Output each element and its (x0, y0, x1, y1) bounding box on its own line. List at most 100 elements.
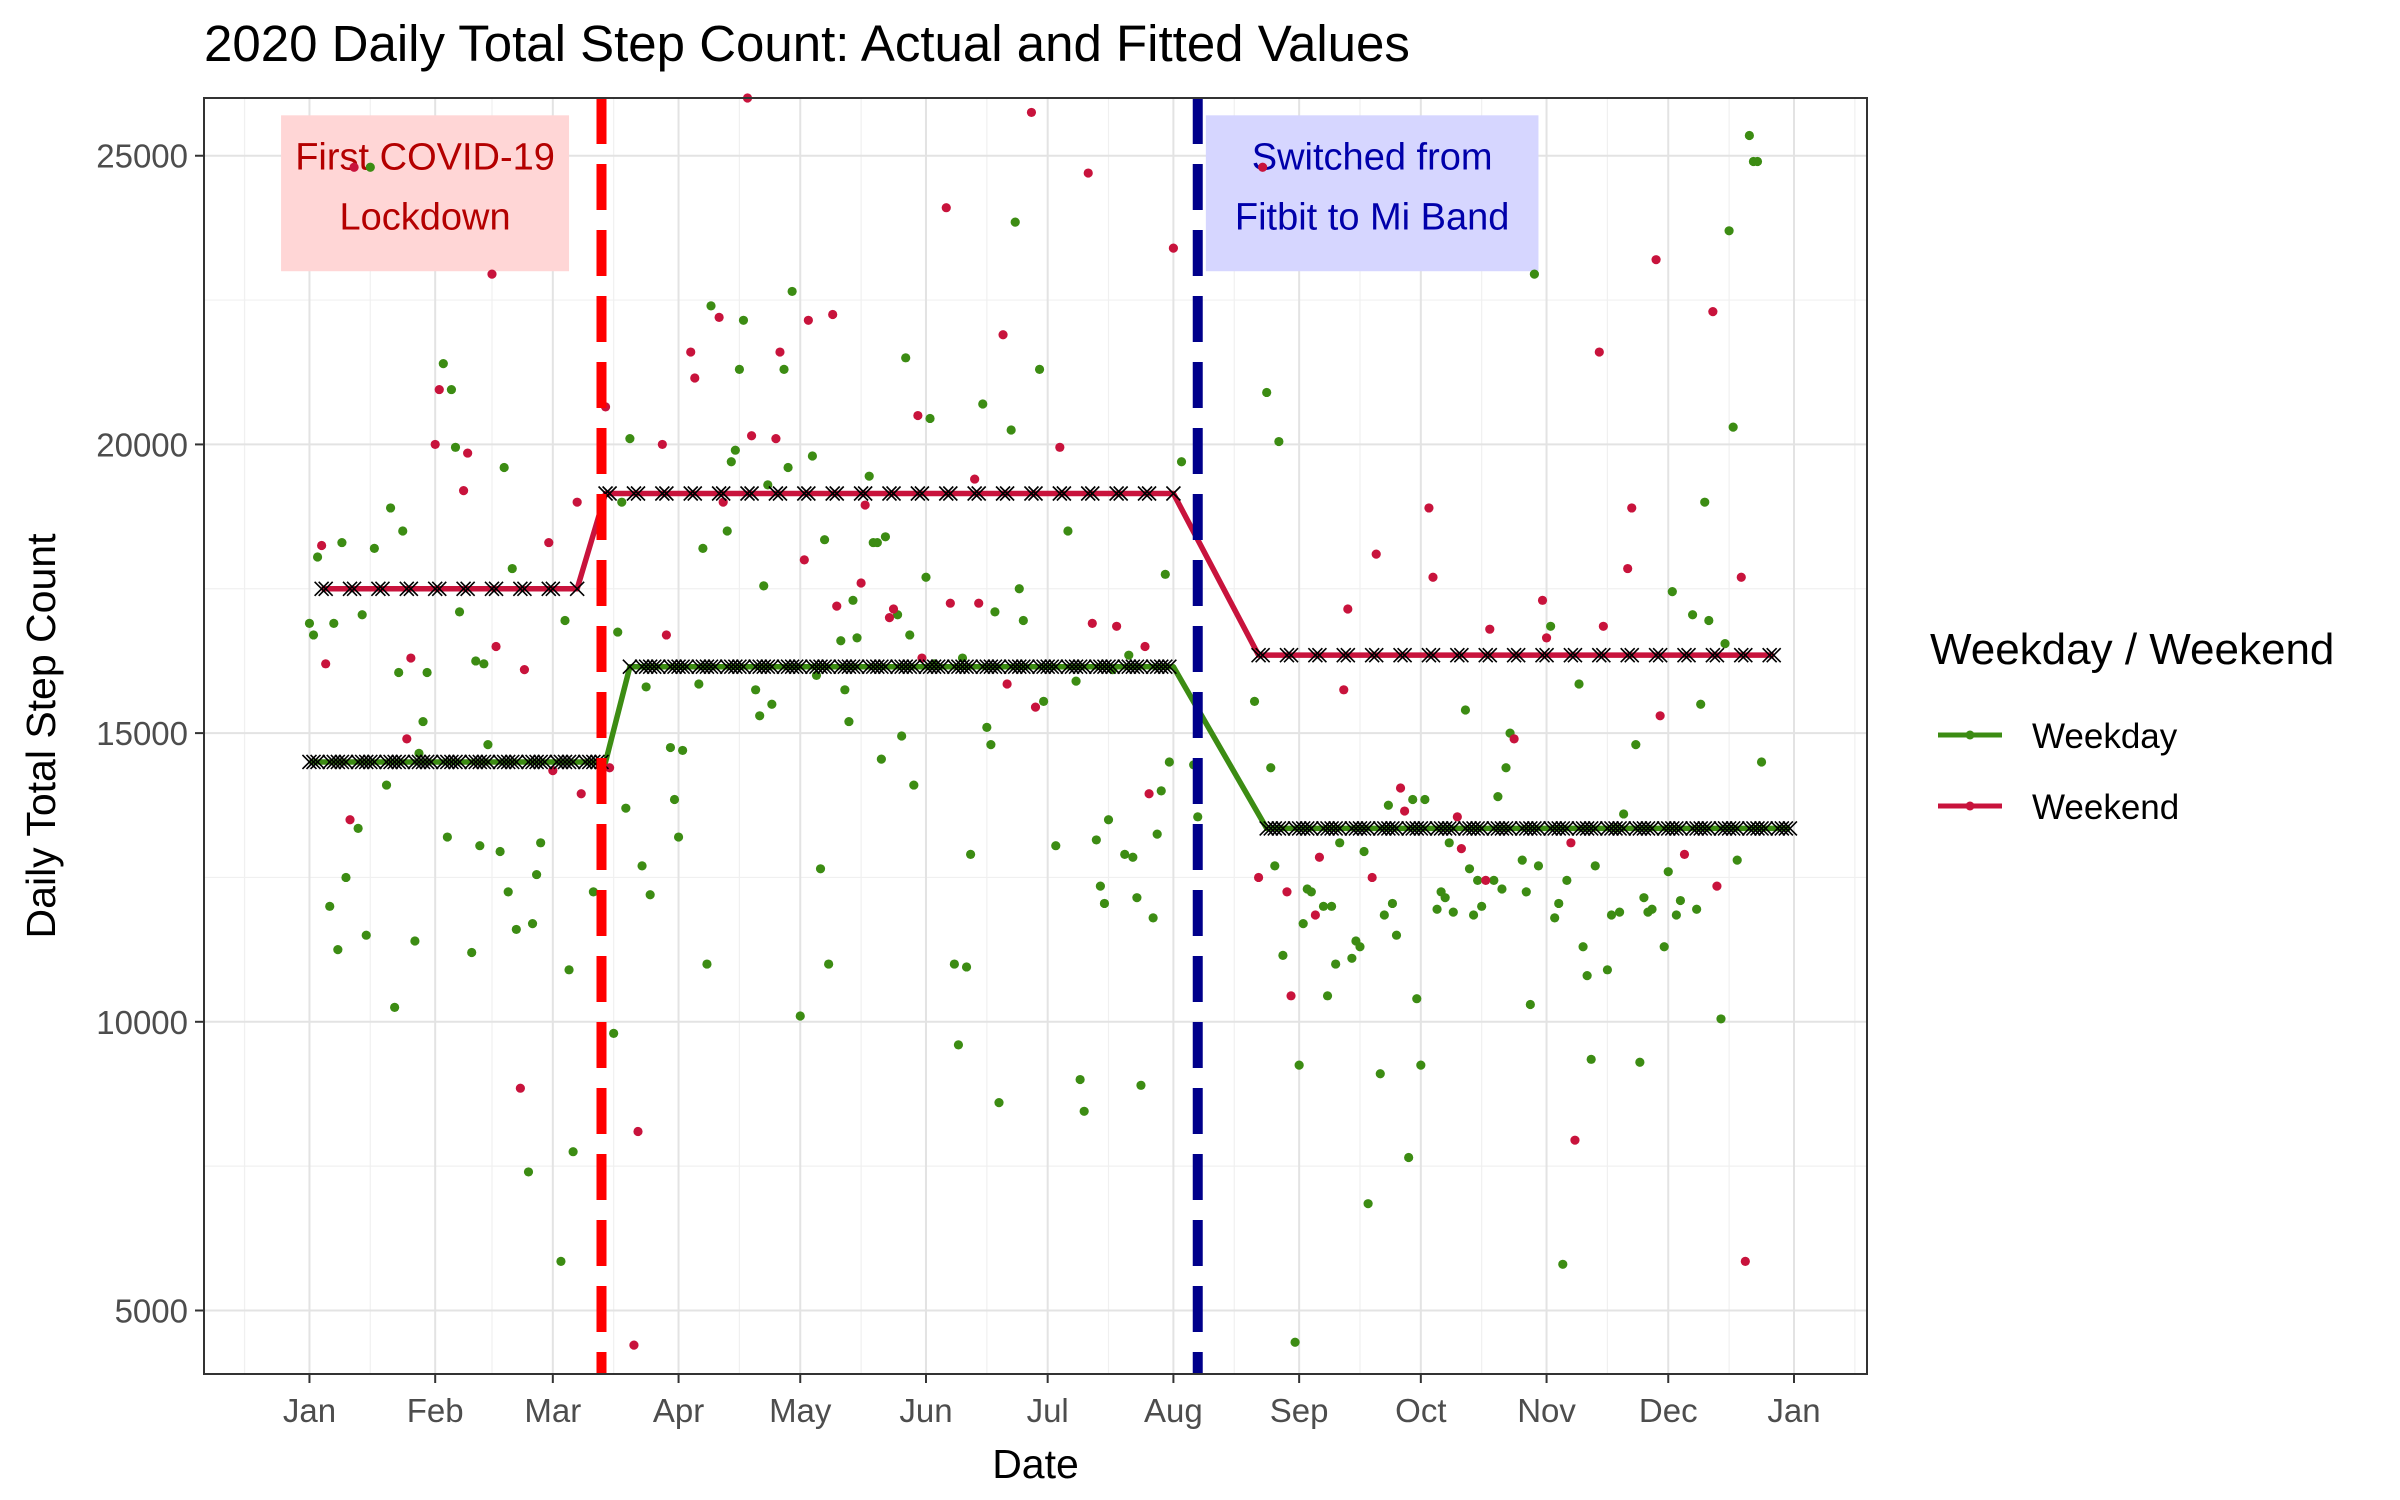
legend-key-weekend (1938, 801, 2002, 811)
fitted-marker (634, 659, 650, 675)
fitted-marker (1449, 647, 1465, 663)
fitted-marker (1425, 647, 1441, 663)
fitted-marker (1603, 820, 1620, 836)
data-point-weekday (961, 962, 972, 972)
data-point-weekday (353, 823, 363, 833)
data-point-weekend (487, 269, 497, 279)
fitted-marker (1044, 659, 1060, 675)
fitted-marker (1624, 647, 1640, 663)
data-point-weekday (876, 754, 886, 764)
fitted-marker (1100, 659, 1117, 675)
data-point-weekday (418, 716, 428, 727)
data-point-weekday (1099, 898, 1110, 909)
fitted-marker (1774, 820, 1790, 836)
fitted-marker (1470, 820, 1486, 836)
data-point-weekday (779, 364, 789, 374)
fitted-marker (1583, 820, 1599, 836)
fitted-marker (1429, 820, 1445, 836)
fitted-marker (1052, 485, 1068, 502)
fitted-marker (999, 485, 1015, 502)
data-point-weekday (1756, 757, 1767, 767)
data-point-weekday (787, 286, 797, 297)
legend-label-weekend: Weekend (2032, 788, 2180, 827)
fitted-marker (784, 659, 800, 675)
fitted-marker (853, 485, 869, 502)
data-point-weekend (1310, 910, 1320, 920)
data-point-weekday (503, 887, 513, 897)
fitted-marker (1064, 659, 1080, 675)
fitted-marker (1376, 820, 1392, 836)
data-point-weekday (1558, 1259, 1568, 1269)
fitted-marker (926, 659, 942, 675)
data-point-weekday (1586, 1054, 1596, 1064)
fitted-marker (804, 659, 820, 675)
fitted-marker (942, 485, 958, 502)
fitted-marker (1628, 820, 1644, 836)
fitted-marker (731, 659, 747, 675)
fitted-marker (958, 659, 975, 675)
fitted-marker (1672, 820, 1688, 836)
data-point-weekday (905, 630, 915, 640)
fitted-marker (1457, 820, 1474, 836)
data-point-weekend (1708, 307, 1718, 317)
data-point-weekday (532, 869, 542, 880)
data-point-weekday (1716, 1014, 1726, 1024)
fitted-marker (305, 754, 322, 770)
fitted-marker (1401, 820, 1417, 836)
data-point-weekend (828, 309, 838, 320)
fitted-marker (654, 485, 670, 502)
fitted-marker (1717, 820, 1733, 836)
fitted-marker (1324, 820, 1340, 836)
fitted-marker (1579, 820, 1595, 836)
y-tick-label: 25000 (96, 138, 188, 175)
fitted-marker (1133, 659, 1149, 675)
y-tick-label: 10000 (96, 1004, 188, 1041)
fitted-marker (1782, 820, 1798, 836)
data-point-weekday (1639, 893, 1649, 903)
data-point-weekday (840, 685, 850, 695)
fitted-marker (780, 659, 796, 675)
data-point-weekday (1274, 436, 1284, 447)
fitted-marker (374, 581, 391, 597)
data-point-weekday (361, 930, 371, 940)
fitted-marker (1559, 820, 1575, 836)
fitted-marker (898, 659, 914, 675)
data-point-weekday (450, 442, 461, 452)
data-point-weekday (1124, 650, 1134, 660)
fitted-marker (1007, 659, 1023, 675)
data-point-weekday (994, 1098, 1004, 1108)
data-point-weekday (422, 667, 432, 678)
fitted-marker (666, 659, 683, 675)
data-point-weekday (1521, 887, 1531, 897)
data-point-weekend (803, 315, 813, 325)
data-point-weekend (1400, 806, 1410, 816)
x-tick-label: Aug (1144, 1392, 1203, 1429)
data-point-weekend (860, 500, 870, 510)
fitted-marker (630, 485, 646, 502)
data-point-weekday (852, 633, 862, 643)
fitted-marker (415, 754, 431, 770)
fitted-marker (395, 754, 411, 770)
data-point-weekday (564, 965, 574, 975)
fitted-marker (391, 754, 407, 770)
data-point-weekend (771, 434, 781, 444)
fitted-marker (1620, 647, 1636, 663)
data-point-weekday (308, 630, 319, 640)
fitted-marker (772, 485, 788, 502)
fitted-marker (1307, 647, 1323, 663)
data-point-weekday (304, 618, 315, 629)
fitted-marker (776, 659, 792, 675)
data-point-weekday (1128, 852, 1138, 862)
data-point-weekday (901, 353, 911, 363)
fitted-marker (464, 754, 480, 770)
fitted-marker (829, 485, 845, 502)
data-point-weekday (1375, 1069, 1385, 1079)
fitted-marker (881, 485, 898, 502)
fitted-marker (1036, 659, 1052, 675)
fitted-marker (1636, 820, 1652, 836)
data-point-weekend (406, 653, 416, 663)
data-point-weekend (1481, 875, 1491, 885)
fitted-marker (484, 581, 500, 597)
data-point-weekday (673, 832, 684, 842)
data-point-weekday (1501, 763, 1511, 773)
